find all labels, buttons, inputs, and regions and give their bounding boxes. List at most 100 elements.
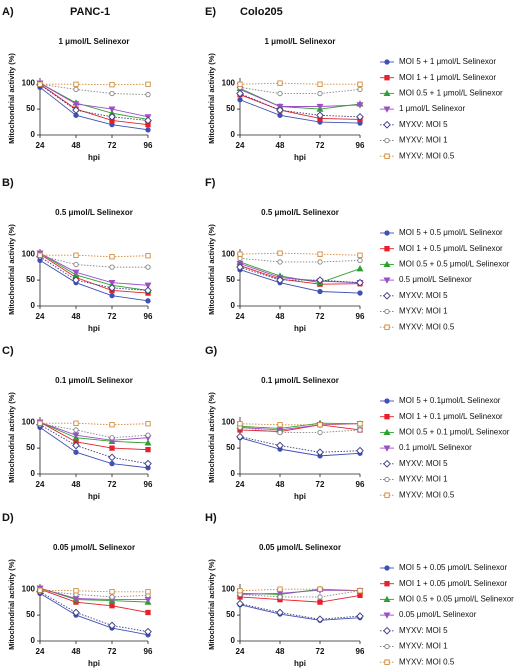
marker — [317, 259, 323, 265]
y-tick-label: 100 — [222, 417, 236, 426]
x-tick-label: 72 — [108, 647, 117, 656]
series-line — [39, 253, 149, 294]
marker — [73, 112, 79, 118]
panel-label: G) — [205, 345, 218, 357]
marker — [108, 453, 116, 462]
y-axis-label: Mitochondrial activity (%) — [207, 392, 216, 483]
series-line — [239, 437, 361, 457]
marker — [317, 586, 323, 592]
series-line — [39, 252, 149, 291]
marker — [109, 82, 115, 88]
series-line — [239, 604, 361, 621]
y-tick-label: 100 — [22, 417, 36, 426]
x-tick-label: 24 — [236, 141, 245, 150]
legend-label: MYXV: MOI 5 — [399, 291, 448, 300]
series-line — [239, 263, 361, 284]
y-tick-label: 50 — [26, 104, 35, 113]
series-line — [39, 589, 148, 593]
series-line — [239, 423, 361, 426]
panel-label: D) — [2, 512, 14, 524]
legend-label: MYXV: MOI 1 — [399, 642, 448, 651]
y-axis-label: Mitochondrial activity (%) — [7, 392, 16, 483]
legend-marker — [383, 595, 391, 603]
chart-title: 0.05 μmol/L Selinexor — [259, 543, 341, 552]
marker — [109, 461, 115, 467]
marker — [357, 588, 363, 594]
x-tick-label: 24 — [36, 312, 45, 321]
x-tick-label: 48 — [72, 480, 81, 489]
legend-label: MYXV: MOI 1 — [399, 475, 448, 484]
y-tick-label: 0 — [31, 469, 36, 478]
legend-marker — [384, 659, 390, 665]
series-line — [39, 421, 149, 451]
marker — [73, 420, 79, 426]
marker — [145, 432, 151, 438]
marker — [108, 284, 116, 292]
marker — [144, 282, 152, 289]
column-title: Colo205 — [240, 6, 283, 18]
marker — [73, 427, 79, 433]
series-line — [239, 603, 361, 620]
y-tick-label: 50 — [226, 275, 235, 284]
marker — [108, 280, 116, 287]
series-line — [39, 588, 149, 613]
marker — [145, 253, 151, 259]
legend-marker — [383, 459, 391, 468]
marker — [316, 111, 324, 120]
series-line — [239, 588, 361, 592]
series-line — [39, 587, 149, 603]
legend-marker — [384, 230, 390, 236]
marker — [109, 422, 115, 428]
series-line — [39, 424, 149, 465]
marker — [145, 421, 151, 427]
marker — [357, 257, 363, 264]
series-line — [39, 255, 148, 268]
marker — [109, 589, 115, 595]
marker — [145, 298, 151, 304]
y-tick-label: 100 — [22, 78, 36, 87]
series-line — [239, 99, 361, 124]
legend-label: MYXV: MOI 0.5 — [399, 322, 455, 331]
marker — [37, 252, 43, 258]
x-tick-label: 24 — [36, 647, 45, 656]
legend-label: MOI 1 + 0.5 μmol/L Selinexor — [399, 244, 503, 253]
chart-title: 0.5 μmol/L Selinexor — [55, 208, 133, 217]
marker — [317, 251, 323, 257]
y-tick-label: 0 — [231, 469, 236, 478]
marker — [277, 80, 283, 86]
marker — [145, 589, 151, 595]
marker — [317, 599, 323, 605]
legend-label: MYXV: MOI 1 — [399, 307, 448, 316]
x-axis-label: hpi — [294, 324, 306, 333]
marker — [356, 102, 364, 109]
series-line — [39, 83, 149, 126]
series-line — [39, 587, 148, 600]
marker — [317, 594, 323, 600]
marker — [237, 97, 243, 103]
x-tick-label: 96 — [144, 312, 153, 321]
chart-title: 0.05 μmol/L Selinexor — [53, 543, 135, 552]
series-line — [39, 82, 149, 118]
legend-label: MOI 0.5 + 0.05 μmol/L Selinexor — [399, 595, 514, 604]
x-tick-label: 24 — [36, 480, 45, 489]
legend-marker — [384, 153, 390, 159]
marker — [277, 250, 283, 256]
marker — [356, 446, 364, 455]
marker — [357, 427, 363, 433]
series-line — [39, 421, 149, 444]
marker — [317, 422, 323, 428]
legend-label: MOI 5 + 0.05 μmol/L Selinexor — [399, 563, 507, 572]
x-tick-label: 24 — [36, 141, 45, 150]
marker — [237, 421, 243, 427]
legend-marker — [383, 445, 391, 452]
x-tick-label: 72 — [316, 647, 325, 656]
marker — [73, 449, 79, 455]
series-line — [239, 93, 361, 118]
marker — [317, 90, 323, 97]
marker — [236, 432, 244, 441]
marker — [145, 91, 151, 98]
legend-label: MYXV: MOI 0.5 — [399, 657, 455, 666]
marker — [357, 421, 363, 427]
